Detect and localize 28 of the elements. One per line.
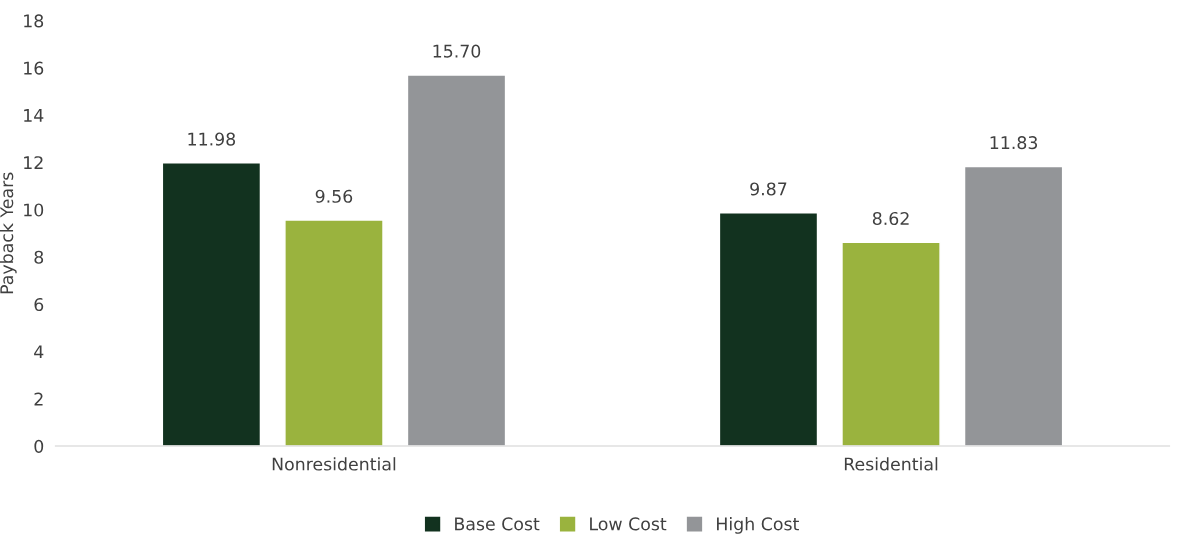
y-tick-label: 0 <box>34 439 44 453</box>
bar <box>406 74 507 447</box>
legend-label: Low Cost <box>590 517 667 531</box>
bar <box>841 241 941 447</box>
data-label: 11.83 <box>990 136 1038 150</box>
y-tick-label: 2 <box>34 392 43 406</box>
x-tick-label: Residential <box>844 457 938 471</box>
bar <box>284 219 384 447</box>
legend-label: Base Cost <box>455 517 540 531</box>
data-label: 9.56 <box>315 189 353 203</box>
bar <box>161 162 262 447</box>
y-axis-title: Payback Years <box>0 172 17 294</box>
y-tick-label: 14 <box>24 109 44 122</box>
y-tick-label: 6 <box>34 297 44 312</box>
y-tick-label: 4 <box>34 345 44 359</box>
x-tick-label: Nonresidential <box>272 457 396 471</box>
y-tick-label: 8 <box>34 250 44 264</box>
data-label: 15.70 <box>433 44 481 58</box>
y-tick-label: 10 <box>24 203 44 217</box>
bar <box>963 165 1064 447</box>
data-label: 9.87 <box>750 182 787 196</box>
legend-label: High Cost <box>717 517 799 534</box>
bar <box>718 212 819 447</box>
data-label: 8.62 <box>872 211 909 226</box>
data-label: 11.98 <box>188 132 236 146</box>
y-tick-label: 16 <box>24 61 44 75</box>
y-tick-label: 18 <box>24 14 44 28</box>
y-tick-label: 12 <box>24 156 43 170</box>
